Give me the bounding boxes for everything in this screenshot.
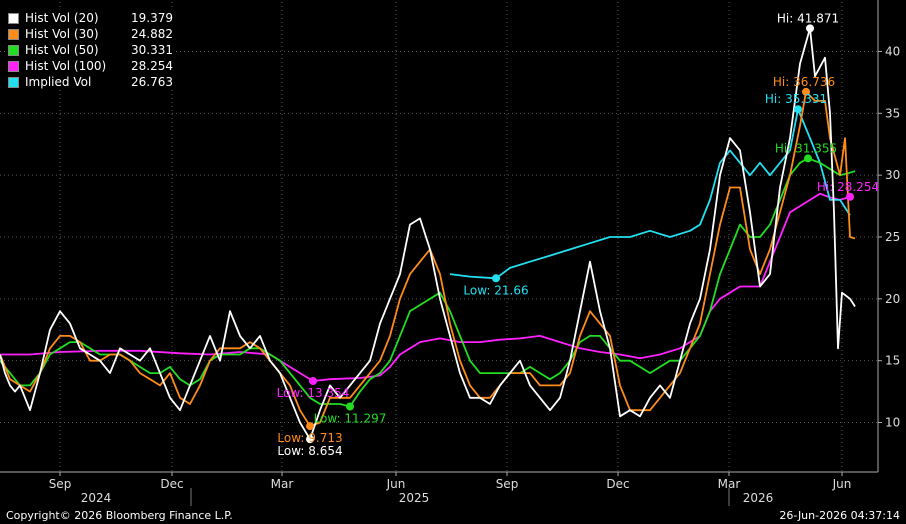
legend-series-value: 28.254 bbox=[131, 59, 173, 73]
x-tick-label: Dec bbox=[606, 477, 629, 491]
extreme-marker bbox=[346, 402, 354, 411]
extreme-marker bbox=[802, 87, 810, 96]
legend-item: Hist Vol (100) 28.254 bbox=[8, 58, 173, 74]
y-tick-label: 25 bbox=[885, 230, 900, 244]
legend-swatch bbox=[8, 12, 19, 24]
series-line bbox=[0, 157, 856, 408]
legend-series-value: 24.882 bbox=[131, 27, 173, 41]
legend-series-name: Implied Vol bbox=[25, 75, 92, 89]
series-line bbox=[0, 192, 851, 382]
extreme-label: Hi: 28.254 bbox=[817, 180, 879, 194]
x-tick-label: Mar bbox=[271, 477, 294, 491]
legend-series-value: 19.379 bbox=[131, 11, 173, 25]
y-tick-label: 20 bbox=[885, 292, 900, 306]
series-lines bbox=[0, 27, 856, 441]
series-line bbox=[0, 27, 856, 441]
x-tick-label: Sep bbox=[49, 477, 72, 491]
legend: Hist Vol (20) 19.379 Hist Vol (30) 24.882 Hi… bbox=[8, 10, 173, 90]
legend-series-name: Hist Vol (20) bbox=[25, 11, 99, 25]
legend-series-value: 30.331 bbox=[131, 43, 173, 57]
legend-item: Hist Vol (20) 19.379 bbox=[8, 10, 173, 26]
extreme-marker bbox=[306, 435, 314, 444]
legend-series-name: Hist Vol (100) bbox=[25, 59, 107, 73]
legend-swatch bbox=[8, 60, 19, 72]
x-tick-label: Sep bbox=[496, 477, 519, 491]
year-label: 2025 bbox=[399, 491, 430, 505]
extreme-marker bbox=[309, 377, 317, 386]
timestamp-text: 26-Jun-2026 04:37:14 bbox=[779, 509, 900, 522]
extreme-label: Hi: 41.871 bbox=[777, 11, 839, 25]
y-tick-label: 30 bbox=[885, 168, 900, 182]
legend-swatch bbox=[8, 28, 19, 40]
year-label: 2026 bbox=[743, 491, 774, 505]
x-tick-label: Jun bbox=[386, 477, 406, 491]
extreme-label: Hi: 36.736 bbox=[773, 75, 835, 89]
x-tick-label: Jun bbox=[832, 477, 852, 491]
series-line bbox=[0, 90, 856, 427]
extreme-marker bbox=[806, 24, 814, 33]
legend-item: Implied Vol 26.763 bbox=[8, 74, 173, 90]
extreme-marker bbox=[804, 154, 812, 163]
extreme-label: Low: 21.66 bbox=[463, 283, 528, 297]
legend-swatch bbox=[8, 76, 19, 88]
y-tick-label: 10 bbox=[885, 416, 900, 430]
y-tick-label: 35 bbox=[885, 106, 900, 120]
extreme-label: Low: 9.713 bbox=[277, 431, 342, 445]
x-tick-label: Mar bbox=[718, 477, 741, 491]
extreme-marker bbox=[306, 422, 314, 431]
extreme-marker bbox=[846, 192, 854, 201]
y-tick-label: 15 bbox=[885, 354, 900, 368]
extreme-label: Hi: 35.331 bbox=[765, 92, 827, 106]
extreme-label: Low: 8.654 bbox=[277, 444, 342, 458]
legend-item: Hist Vol (50) 30.331 bbox=[8, 42, 173, 58]
legend-series-name: Hist Vol (50) bbox=[25, 43, 99, 57]
x-tick-label: Dec bbox=[160, 477, 183, 491]
extreme-marker bbox=[492, 274, 500, 283]
extreme-marker bbox=[794, 105, 802, 114]
legend-series-value: 26.763 bbox=[131, 75, 173, 89]
extreme-label: Hi: 31.355 bbox=[775, 141, 837, 155]
extreme-label: Low: 13.354 bbox=[277, 386, 350, 400]
y-tick-label: 40 bbox=[885, 44, 900, 58]
copyright-text: Copyright© 2026 Bloomberg Finance L.P. bbox=[6, 509, 233, 522]
legend-series-name: Hist Vol (30) bbox=[25, 27, 99, 41]
legend-swatch bbox=[8, 44, 19, 56]
legend-item: Hist Vol (30) 24.882 bbox=[8, 26, 173, 42]
extreme-label: Low: 11.297 bbox=[314, 411, 387, 425]
year-label: 2024 bbox=[81, 491, 112, 505]
annotations: Hi: 41.871 Low: 8.654 Hi: 36.736 Low: 9.713… bbox=[277, 11, 880, 458]
